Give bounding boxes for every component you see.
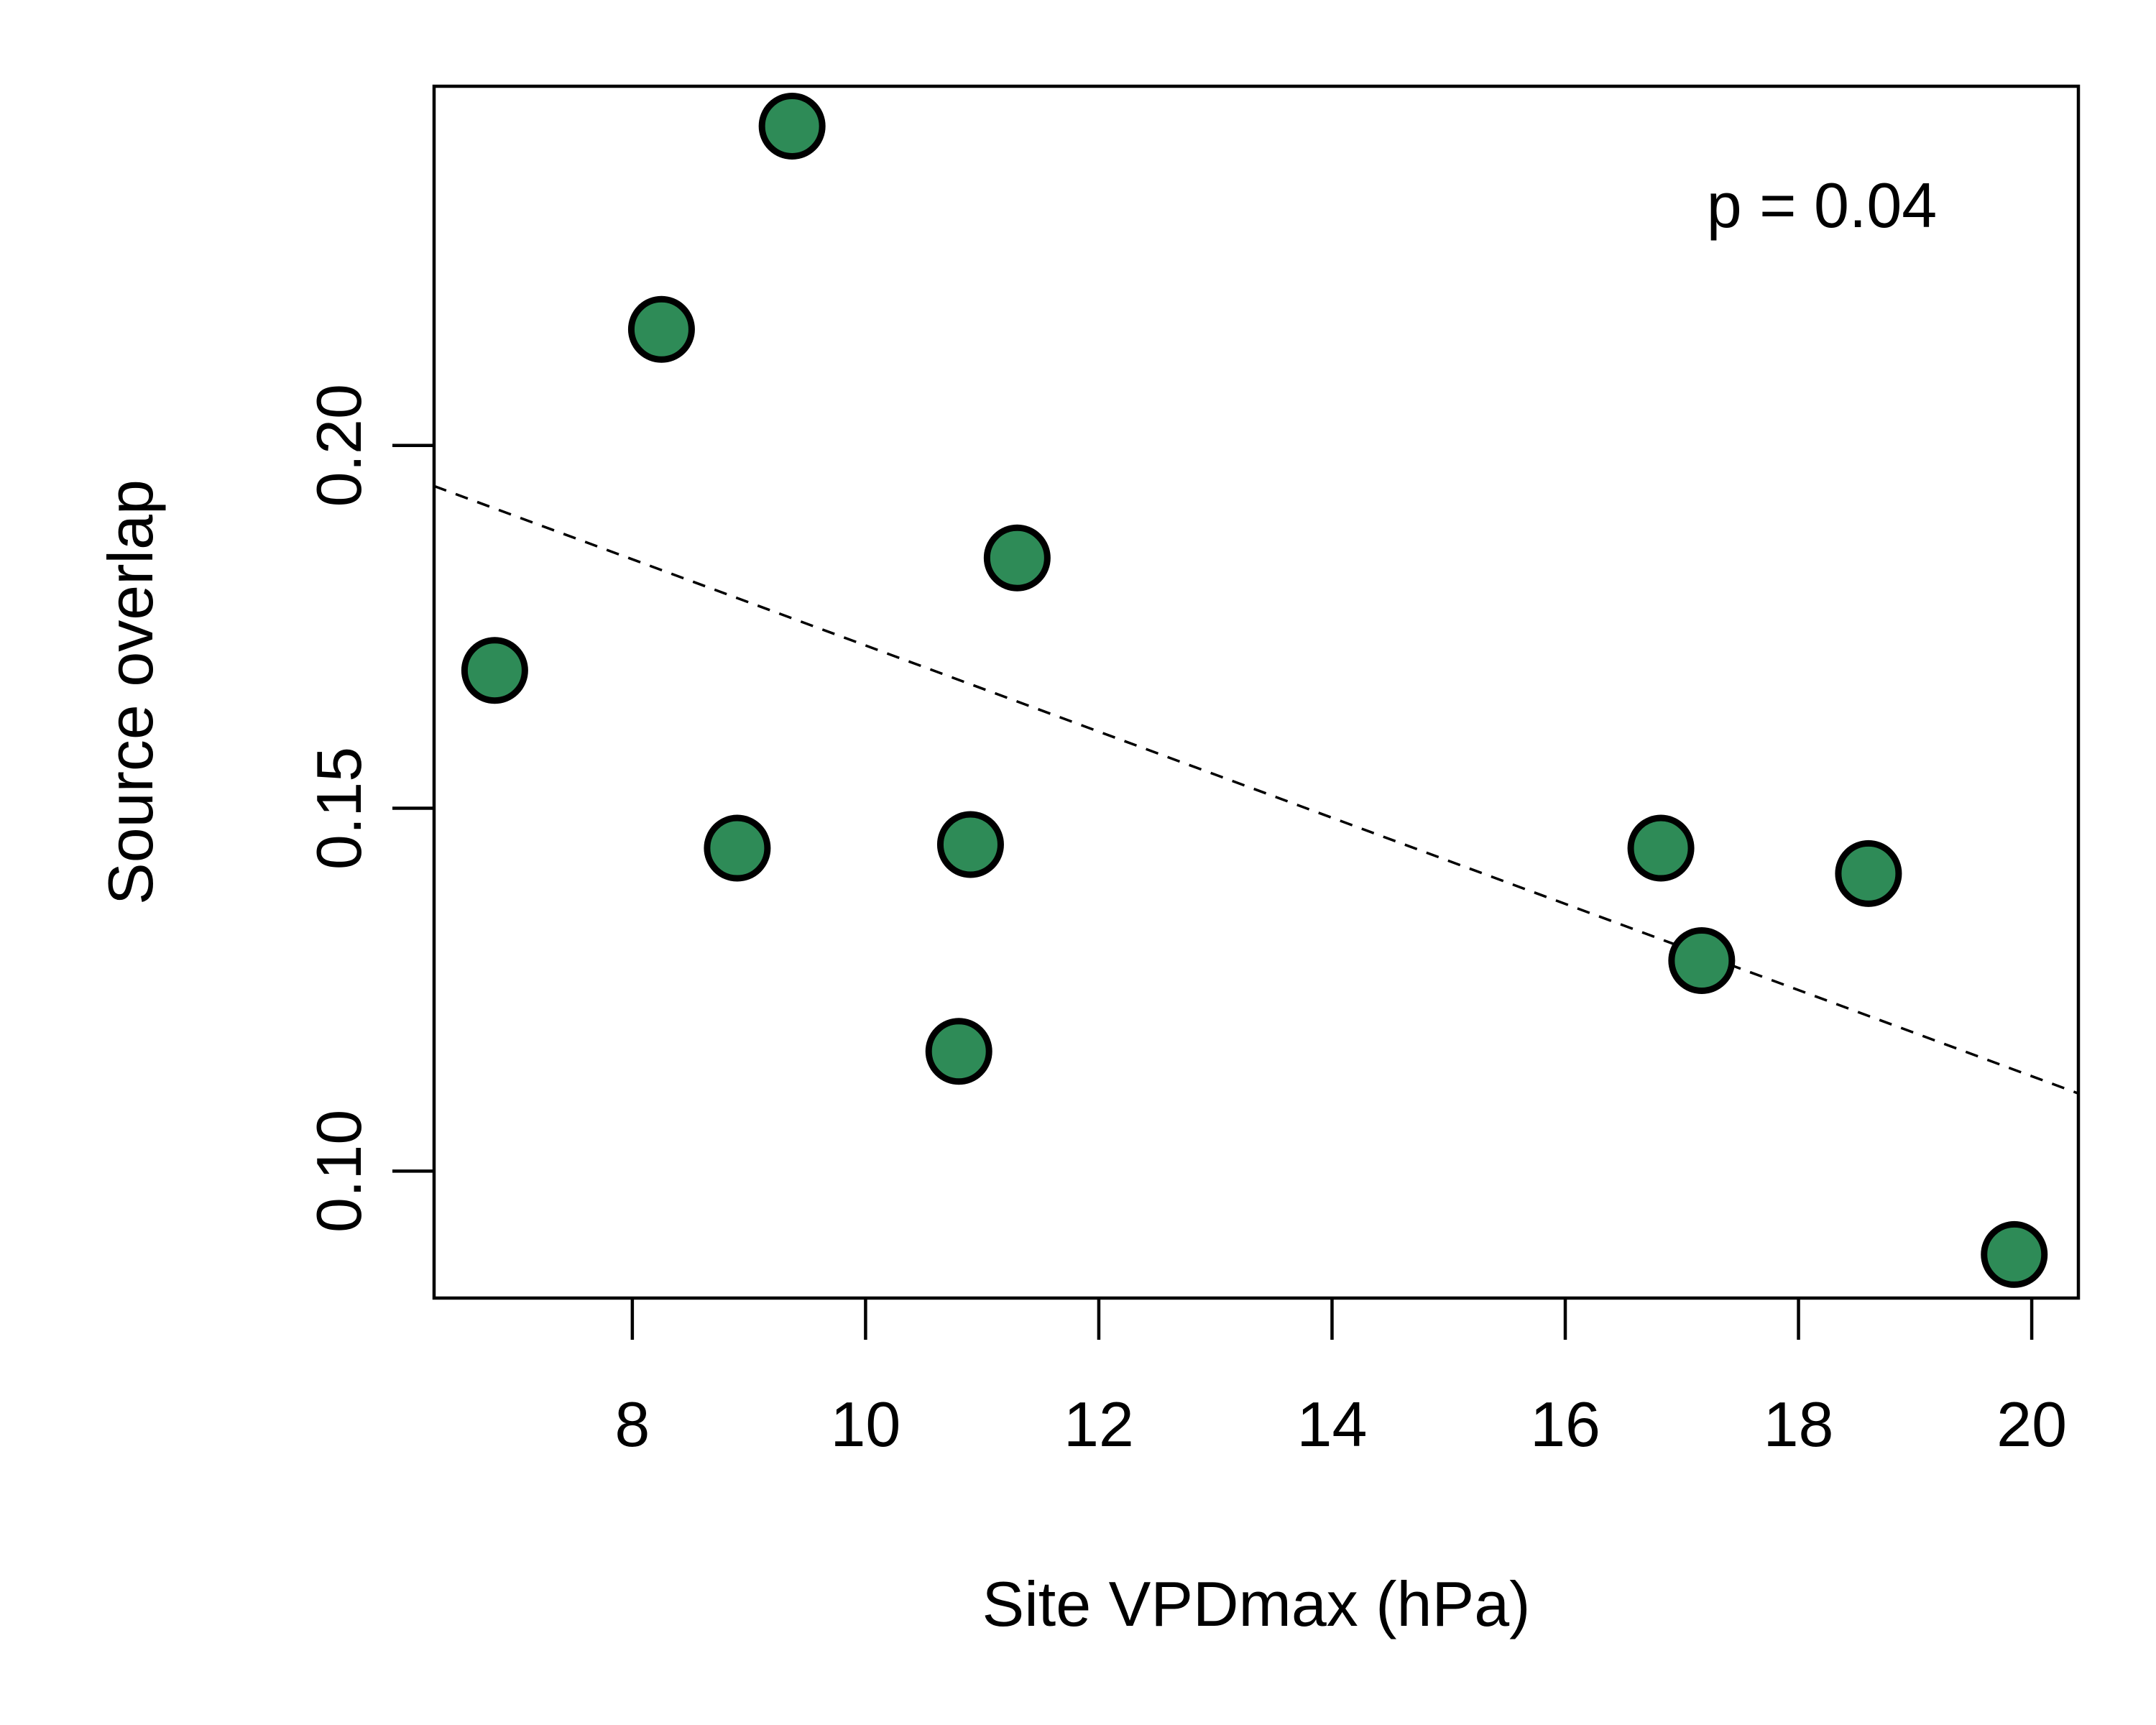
y-axis: 0.10 0.15 0.20 [303, 384, 434, 1233]
data-point [1668, 927, 1736, 995]
data-points [461, 93, 2048, 1288]
trendline [433, 484, 2079, 1095]
plot-frame [432, 84, 2081, 1300]
data-point [1835, 840, 1902, 907]
x-tick-label: 14 [1297, 1389, 1368, 1460]
x-tick-label: 16 [1530, 1389, 1600, 1460]
data-point [936, 811, 1004, 878]
data-point [925, 1018, 992, 1085]
x-tick-label: 8 [614, 1389, 650, 1460]
x-tick-label: 10 [830, 1389, 900, 1460]
data-point [758, 93, 826, 160]
p-value-annotation: p = 0.04 [1707, 170, 1938, 241]
data-point [983, 524, 1051, 592]
data-point [1627, 814, 1695, 882]
data-point [461, 637, 528, 704]
data-point [704, 814, 771, 882]
x-tick-label: 12 [1064, 1389, 1134, 1460]
x-axis: 8 10 12 14 16 18 20 [614, 1298, 2067, 1460]
x-axis-label: Site VPDmax (hPa) [982, 1568, 1531, 1639]
y-tick-label: 0.20 [303, 384, 374, 507]
y-axis-label: Source overlap [95, 479, 166, 905]
data-point [627, 295, 695, 363]
y-tick-label: 0.15 [303, 747, 374, 870]
data-point [1981, 1220, 2048, 1288]
y-tick-label: 0.10 [303, 1110, 374, 1233]
x-tick-label: 20 [1996, 1389, 2067, 1460]
x-tick-label: 18 [1764, 1389, 1834, 1460]
